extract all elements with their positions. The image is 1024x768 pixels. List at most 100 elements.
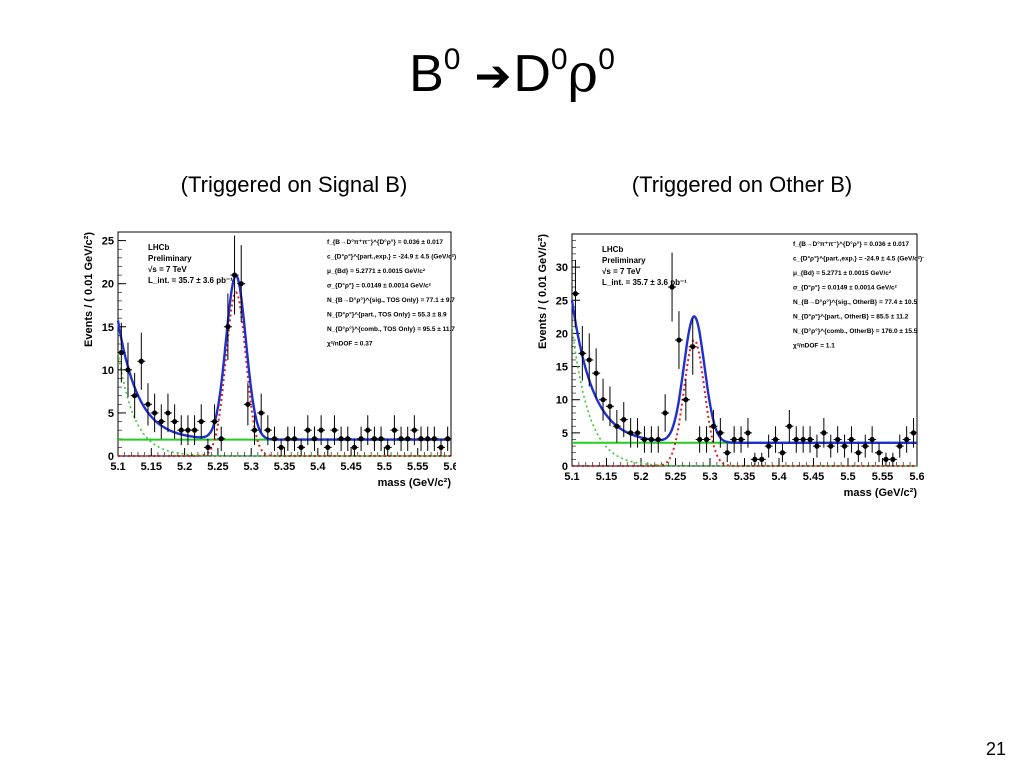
data-marker [717,430,723,436]
data-marker [807,436,813,443]
data-point [847,426,856,453]
data-point [190,415,199,446]
data-marker [231,272,238,278]
data-point [895,434,904,458]
y-axis-label: Events / ( 0.01 GeV/c²) [537,234,549,349]
data-marker [890,456,896,462]
y-axis-label: Events / ( 0.01 GeV/c²) [83,232,95,347]
lhcb-label: LHCb [602,245,623,254]
data-marker [862,443,868,449]
data-point [383,438,392,456]
data-marker [800,436,806,443]
data-point [812,434,821,458]
data-point [237,245,246,323]
data-marker [178,427,184,433]
data-marker [738,436,744,443]
data-point [390,415,399,446]
x-tick-label: 5.3 [244,461,259,473]
x-tick-label: 5.1 [564,471,579,483]
page-number: 21 [985,739,1006,759]
data-point [303,415,312,446]
x-tick-label: 5.4 [310,461,326,473]
title-rho: ρ [567,44,599,104]
data-point [626,418,635,448]
data-marker [251,427,258,433]
data-marker [855,450,861,456]
data-point [117,322,126,383]
slide-title: B0 ➔D0ρ0 [0,42,1024,109]
data-point [681,378,690,421]
fit-parameter: N_{B→D°ρ°}^{sig., TOS Only} = 77.1 ± 9.7 [327,296,455,304]
x-tick-label: 5.45 [803,471,824,483]
data-point [330,415,339,446]
data-point [771,426,780,453]
x-tick-label: 5.15 [596,471,617,483]
data-marker [572,291,579,297]
data-marker [703,436,710,443]
x-tick-label: 5.15 [141,461,162,473]
y-tick-label: 5 [108,408,114,420]
data-point [130,372,139,419]
lhcb-label: L_int. = 35.7 ± 3.6 pb⁻¹ [148,276,233,285]
data-marker [331,427,338,433]
x-tick-label: 5.6 [443,461,456,473]
data-marker [766,443,772,449]
x-tick-label: 5.3 [702,471,717,483]
data-point [257,393,266,433]
data-point [277,438,286,456]
data-point [397,426,406,451]
data-point [668,252,677,322]
data-point [430,426,439,451]
data-point [716,418,725,448]
x-axis-label: mass (GeV/c²) [378,477,452,489]
data-marker [655,436,661,443]
data-point [263,415,272,446]
data-marker [391,427,397,433]
data-point [143,383,152,426]
data-marker [152,410,158,416]
data-marker [779,450,786,456]
data-point [633,418,642,448]
data-marker [418,436,424,442]
x-tick-label: 5.2 [177,461,192,473]
data-marker [371,436,378,442]
data-point [585,333,594,387]
data-point [163,393,172,433]
data-marker [198,418,204,425]
data-point [640,426,649,453]
data-marker [285,436,291,442]
title-d: D [513,45,551,103]
data-marker [258,410,264,416]
fit-parameter: f_{B→D°π⁺π⁻}^{D°ρ°} = 0.036 ± 0.017 [793,240,909,248]
y-tick-label: 20 [556,328,568,340]
x-tick-label: 5.25 [207,461,228,473]
x-tick-label: 5.1 [110,461,125,473]
data-marker [835,436,841,443]
fit-parameter: f_{B→D°π⁺π⁻}^{D°ρ°} = 0.036 ± 0.017 [327,238,443,246]
data-point [702,426,711,453]
fit-parameter: σ_{D°ρ°} = 0.0149 ± 0.0014 GeV/c² [793,284,898,292]
data-point [750,452,759,466]
data-point [363,415,372,446]
y-tick-label: 25 [556,295,568,307]
title-d-superscript: 0 [550,43,568,76]
data-point [688,318,697,375]
y-tick-label: 10 [556,395,568,407]
data-point [578,325,587,381]
title-b-superscript: 0 [443,43,461,76]
data-marker [291,436,298,442]
data-point [737,426,746,453]
data-point [243,383,252,426]
data-marker [132,393,138,399]
x-tick-label: 5.55 [872,471,893,483]
data-point [357,426,366,451]
data-marker [125,367,131,373]
data-marker [265,427,271,433]
data-marker [238,281,244,287]
fit-parameter: χ²/nDOF = 0.37 [327,341,373,348]
data-point [377,426,386,451]
data-marker [218,436,224,442]
data-marker [118,350,124,356]
data-point [323,438,332,456]
data-marker [697,436,703,443]
